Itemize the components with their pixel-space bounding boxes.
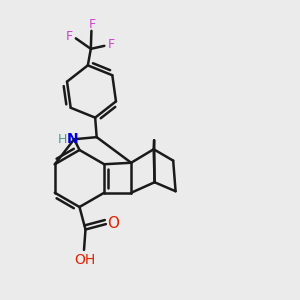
- Text: N: N: [66, 132, 78, 146]
- Text: OH: OH: [74, 253, 95, 266]
- Text: F: F: [66, 30, 73, 43]
- Text: O: O: [107, 216, 119, 231]
- Text: H: H: [58, 133, 68, 146]
- Text: F: F: [107, 38, 115, 51]
- Text: F: F: [88, 18, 96, 31]
